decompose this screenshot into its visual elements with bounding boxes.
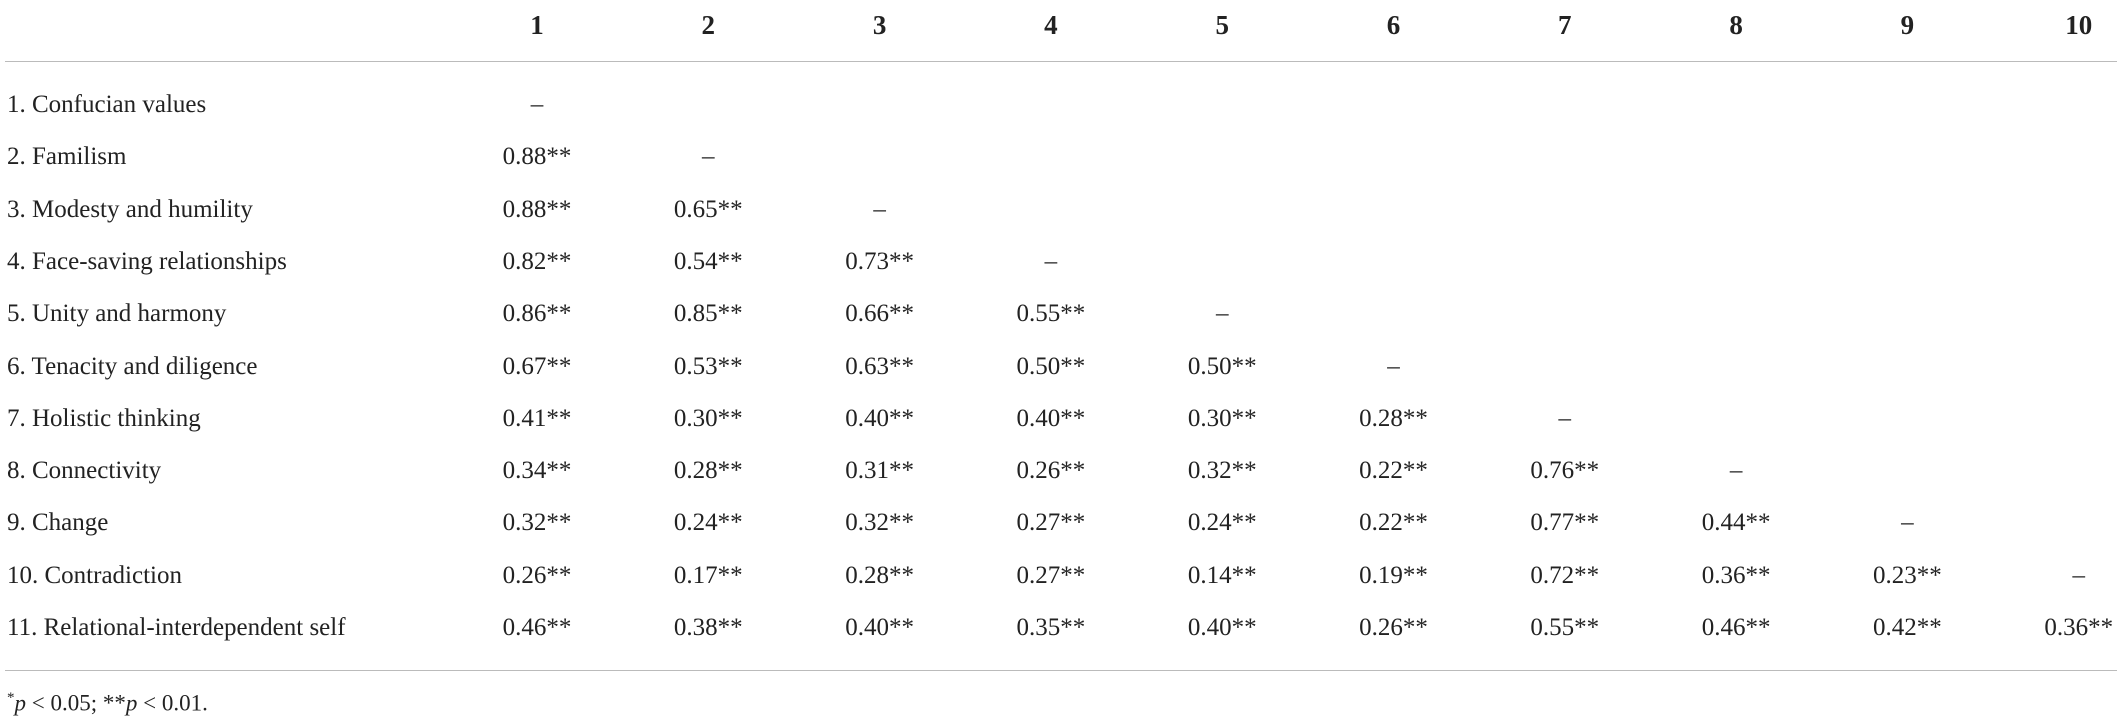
cell: 0.82** bbox=[502, 247, 572, 275]
cell: 0.46** bbox=[502, 614, 572, 641]
cell: 0.67** bbox=[502, 352, 572, 380]
column-header: 7 bbox=[1558, 10, 1572, 40]
row-label: 11. Relational-interdependent self bbox=[7, 614, 346, 641]
row-label: 7. Holistic thinking bbox=[7, 404, 201, 432]
cell: 0.38** bbox=[673, 614, 743, 641]
cell: – bbox=[873, 195, 886, 223]
cell: 0.24** bbox=[1187, 509, 1257, 537]
row-label: 1. Confucian values bbox=[7, 91, 207, 118]
cell: 0.40** bbox=[1187, 614, 1257, 641]
cell: 0.55** bbox=[1530, 614, 1600, 641]
row-label: 5. Unity and harmony bbox=[7, 300, 227, 328]
column-header: 5 bbox=[1215, 10, 1229, 40]
cell: 0.27** bbox=[1016, 509, 1086, 537]
cell: – bbox=[1901, 509, 1914, 537]
cell: 0.32** bbox=[1187, 457, 1257, 485]
cell: – bbox=[530, 91, 544, 118]
cell: 0.31** bbox=[845, 457, 914, 485]
cell: 0.26** bbox=[1016, 457, 1086, 485]
footnote-p: p bbox=[125, 690, 138, 716]
cell: 0.40** bbox=[845, 404, 914, 432]
cell: 0.30** bbox=[1187, 404, 1257, 432]
cell: – bbox=[1215, 300, 1229, 328]
cell: 0.46** bbox=[1701, 614, 1771, 641]
footnote-mark: * bbox=[7, 690, 15, 706]
cell: – bbox=[2072, 561, 2085, 589]
cell: 0.40** bbox=[1016, 404, 1086, 432]
cell: 0.30** bbox=[673, 404, 743, 432]
row-label: 8. Connectivity bbox=[7, 457, 162, 485]
row-label: 2. Familism bbox=[7, 143, 127, 171]
footnote-text: < 0.05; ** bbox=[26, 690, 126, 716]
cell: 0.26** bbox=[502, 561, 572, 589]
cell: 0.88** bbox=[502, 143, 572, 171]
footnote: *p < 0.05; **p < 0.01. bbox=[7, 690, 208, 717]
cell: 0.32** bbox=[502, 509, 572, 537]
cell: 0.34** bbox=[502, 457, 572, 485]
cell: – bbox=[702, 143, 715, 171]
row-label: 9. Change bbox=[7, 509, 109, 537]
cell: – bbox=[1729, 457, 1743, 485]
cell: 0.88** bbox=[502, 195, 572, 223]
cell: 0.41** bbox=[502, 404, 572, 432]
cell: 0.65** bbox=[673, 195, 743, 223]
cell: 0.73** bbox=[845, 247, 914, 275]
cell: 0.63** bbox=[845, 352, 914, 380]
cell: 0.24** bbox=[673, 509, 743, 537]
cell: 0.50** bbox=[1016, 352, 1086, 380]
cell: 0.27** bbox=[1016, 561, 1086, 589]
column-header: 6 bbox=[1386, 10, 1401, 40]
column-header: 10 bbox=[2065, 10, 2093, 40]
column-header: 4 bbox=[1044, 10, 1058, 40]
row-label: 10. Contradiction bbox=[7, 561, 182, 589]
cell: 0.22** bbox=[1359, 509, 1428, 537]
row-label: 6. Tenacity and diligence bbox=[7, 352, 258, 380]
cell: – bbox=[1387, 352, 1400, 380]
cell: 0.28** bbox=[1359, 404, 1428, 432]
cell: 0.28** bbox=[845, 561, 914, 589]
bottom-rule bbox=[5, 670, 2117, 671]
cell: 0.28** bbox=[673, 457, 743, 485]
cell: 0.77** bbox=[1530, 509, 1600, 537]
cell: 0.54** bbox=[673, 247, 743, 275]
cell: 0.23** bbox=[1873, 561, 1942, 589]
column-header: 1 bbox=[530, 10, 544, 40]
column-header: 3 bbox=[872, 10, 887, 40]
footnote-text: < 0.01. bbox=[137, 690, 208, 716]
cell: – bbox=[1558, 404, 1572, 432]
column-header: 2 bbox=[701, 10, 716, 40]
cell: 0.85** bbox=[673, 300, 743, 328]
cell: 0.55** bbox=[1016, 300, 1086, 328]
column-header: 8 bbox=[1729, 10, 1743, 40]
cell: 0.26** bbox=[1359, 614, 1428, 641]
cell: 0.44** bbox=[1701, 509, 1771, 537]
cell: 0.42** bbox=[1873, 614, 1942, 641]
cell: 0.17** bbox=[673, 561, 743, 589]
cell: 0.86** bbox=[502, 300, 572, 328]
cell: 0.35** bbox=[1016, 614, 1086, 641]
cell: 0.53** bbox=[673, 352, 743, 380]
footnote-p: p bbox=[14, 690, 27, 716]
cell: 0.40** bbox=[845, 614, 914, 641]
header-rule bbox=[5, 61, 2117, 62]
cell: 0.19** bbox=[1359, 561, 1428, 589]
cell: 0.66** bbox=[845, 300, 914, 328]
cell: 0.22** bbox=[1359, 457, 1428, 485]
cell: 0.36** bbox=[1701, 561, 1771, 589]
cell: 0.14** bbox=[1187, 561, 1257, 589]
cell: 0.76** bbox=[1530, 457, 1600, 485]
row-label: 4. Face-saving relationships bbox=[7, 247, 287, 275]
cell: 0.36** bbox=[2044, 614, 2114, 641]
cell: 0.50** bbox=[1187, 352, 1257, 380]
cell: 0.32** bbox=[845, 509, 914, 537]
cell: – bbox=[1044, 247, 1058, 275]
column-header: 9 bbox=[1900, 10, 1915, 40]
row-label: 3. Modesty and humility bbox=[7, 195, 253, 223]
cell: 0.72** bbox=[1530, 561, 1600, 589]
